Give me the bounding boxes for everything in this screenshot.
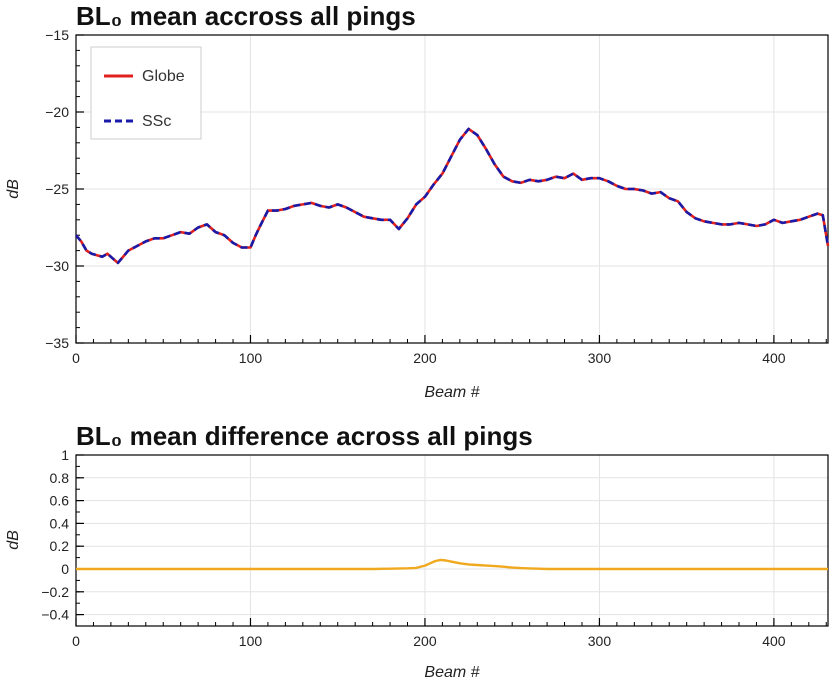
x-tick-label: 300 <box>588 633 612 649</box>
x-tick-label: 0 <box>72 633 80 649</box>
y-tick-label: −0.2 <box>41 584 69 600</box>
x-axis: 0 100 200 300 400 <box>72 618 827 649</box>
x-tick-label: 0 <box>72 350 80 366</box>
grid-lines <box>75 454 828 626</box>
y-tick-label: 1 <box>61 447 69 463</box>
y-axis-label: dB <box>5 179 22 199</box>
chart-title: BL₀ mean difference across all pings <box>76 421 533 451</box>
y-tick-label: −30 <box>45 258 69 274</box>
series-line-globe <box>75 127 830 265</box>
plot-frame <box>75 454 829 627</box>
x-tick-label: 200 <box>413 350 437 366</box>
chart-bl0-mean: BL₀ mean accross all pings 0 100 200 300 400… <box>5 1 830 401</box>
legend-label-globe: Globe <box>142 68 185 85</box>
y-tick-label: −35 <box>45 335 69 351</box>
y-tick-label: −0.4 <box>41 607 69 623</box>
y-tick-label: 0.4 <box>50 515 70 531</box>
y-axis: −35 −30 −25 −20 −15 <box>45 27 84 351</box>
y-tick-label: −25 <box>45 181 69 197</box>
x-tick-label: 200 <box>413 633 437 649</box>
x-tick-label: 400 <box>762 633 786 649</box>
y-tick-label: −20 <box>45 104 69 120</box>
series-lines <box>75 127 830 265</box>
legend: Globe SSc <box>90 46 202 140</box>
series-lines <box>76 558 828 571</box>
legend-label-ssc: SSc <box>142 113 171 130</box>
y-tick-label: −15 <box>45 27 69 43</box>
x-tick-label: 300 <box>588 350 612 366</box>
legend-box <box>90 46 202 140</box>
y-tick-label: 0.6 <box>50 493 70 509</box>
x-axis-label: Beam # <box>424 664 480 681</box>
series-line-difference <box>76 558 828 571</box>
chart-title: BL₀ mean accross all pings <box>76 1 416 31</box>
x-tick-label: 100 <box>239 350 263 366</box>
y-tick-label: 0 <box>61 561 69 577</box>
chart-bl0-difference: BL₀ mean difference across all pings 0 10… <box>5 421 829 681</box>
series-line-ssc <box>75 127 830 265</box>
y-axis: −0.4 −0.2 0 0.2 0.4 0.6 0.8 1 <box>41 447 84 627</box>
y-tick-label: 0.2 <box>50 538 70 554</box>
y-tick-label: 0.8 <box>50 470 70 486</box>
x-axis-label: Beam # <box>424 384 480 401</box>
x-axis: 0 100 200 300 400 <box>72 335 827 366</box>
x-tick-label: 400 <box>762 350 786 366</box>
x-tick-label: 100 <box>239 633 263 649</box>
y-axis-label: dB <box>5 530 22 550</box>
